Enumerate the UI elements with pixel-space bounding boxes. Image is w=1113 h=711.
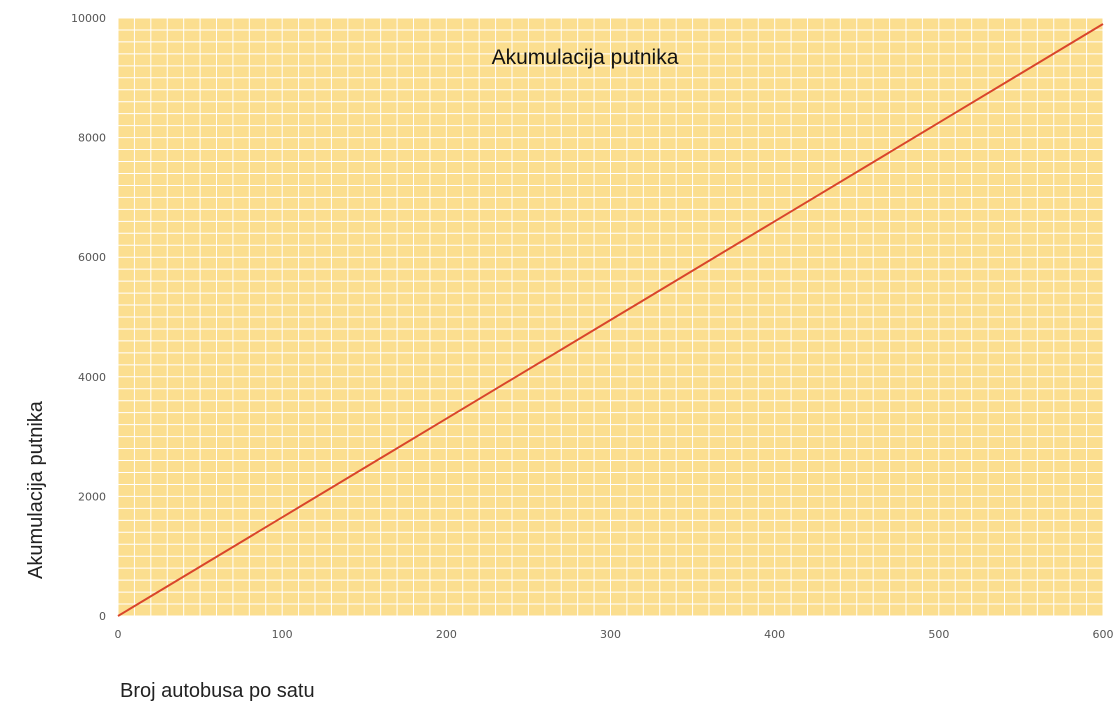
y-tick-label: 4000 [78,371,106,384]
x-tick-label: 600 [1093,628,1113,641]
y-tick-label: 10000 [71,12,106,25]
y-tick-label: 2000 [78,490,106,503]
series-layer [117,23,1104,617]
x-tick-label: 100 [272,628,293,641]
tick-labels: 0 100 200 300 400 500 600020004000600080001000… [71,12,1113,641]
x-tick-label: 200 [436,628,457,641]
y-tick-label: 6000 [78,251,106,264]
chart-title: Akumulacija putnika [492,46,679,69]
y-tick-label: 8000 [78,132,106,145]
x-tick-label: 400 [764,628,785,641]
series-line [117,23,1104,617]
y-axis-title: Akumulacija putnika [25,400,47,579]
x-tick-label: 300 [600,628,621,641]
y-tick-label: 0 [99,610,106,623]
x-tick-label: 500 [928,628,949,641]
x-axis-title: Broj autobusa po satu [120,680,315,702]
grid-lines [117,17,1104,617]
x-tick-label: 0 [115,628,122,641]
